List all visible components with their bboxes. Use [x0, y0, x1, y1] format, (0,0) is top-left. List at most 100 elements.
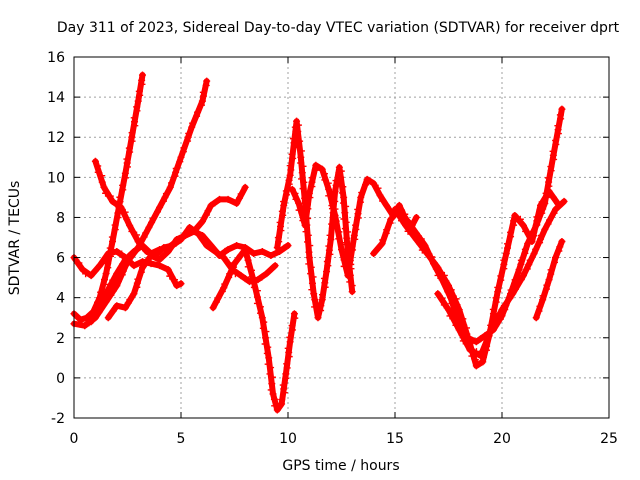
data-point [483, 336, 491, 344]
data-point [497, 272, 505, 280]
data-point [532, 314, 540, 322]
data-point [273, 406, 281, 414]
data-point [188, 123, 196, 131]
data-point [456, 312, 464, 320]
data-point [258, 314, 266, 322]
data-point [269, 390, 277, 398]
data-point [541, 225, 549, 233]
data-point [156, 248, 164, 256]
data-point [472, 362, 480, 370]
data-point [237, 190, 245, 198]
data-point [537, 231, 545, 239]
data-point [472, 338, 480, 346]
data-point [555, 247, 563, 255]
data-point [325, 185, 333, 193]
plot-frame [73, 56, 610, 419]
data-point [270, 395, 278, 403]
data-point [267, 364, 275, 372]
data-point [128, 129, 136, 137]
data-point [263, 349, 271, 357]
data-point [305, 254, 313, 262]
series-sat-l [434, 197, 568, 360]
series-sat-c [70, 248, 185, 290]
data-point [280, 244, 288, 252]
y-tick-label: 8 [56, 210, 65, 226]
data-point [335, 228, 343, 236]
data-point [156, 262, 164, 270]
data-point [142, 258, 150, 266]
data-point [97, 299, 105, 307]
data-point [343, 234, 351, 242]
data-point [510, 217, 518, 225]
data-point [478, 347, 486, 355]
data-point [133, 103, 141, 111]
data-point [526, 231, 534, 239]
data-point [288, 185, 296, 193]
data-point [293, 117, 301, 125]
data-point [352, 221, 360, 229]
data-point [111, 221, 119, 229]
data-point [340, 262, 348, 270]
data-point [310, 290, 318, 298]
data-point [290, 310, 298, 318]
data-point [544, 220, 552, 228]
data-point [117, 203, 125, 211]
data-point [517, 256, 525, 264]
data-point [477, 335, 485, 343]
data-point [113, 248, 121, 256]
data-point [383, 226, 391, 234]
data-point [185, 129, 193, 137]
data-point [291, 189, 299, 197]
data-point [125, 144, 133, 152]
data-point [523, 265, 531, 273]
data-point [482, 340, 490, 348]
data-point [285, 176, 293, 184]
data-point [296, 137, 304, 145]
data-point [121, 256, 129, 264]
data-point [436, 269, 444, 277]
data-point [166, 272, 174, 280]
data-point [121, 304, 129, 312]
data-point [307, 263, 315, 271]
data-point [455, 306, 463, 314]
data-point [423, 250, 431, 258]
data-point [545, 187, 553, 195]
data-point [202, 211, 210, 219]
data-point [113, 302, 121, 310]
data-point [166, 183, 174, 191]
data-point [314, 314, 322, 322]
data-point [308, 279, 316, 287]
data-point [94, 162, 102, 170]
data-point [412, 213, 420, 221]
data-point [350, 231, 358, 239]
data-point [338, 239, 346, 247]
data-point [87, 318, 95, 326]
data-point [379, 236, 387, 244]
data-point [308, 286, 316, 294]
data-point [549, 147, 557, 155]
data-point [519, 221, 527, 229]
data-point [278, 207, 286, 215]
data-point [209, 304, 217, 312]
data-point [137, 268, 145, 276]
data-point [458, 331, 466, 339]
data-point [306, 242, 314, 250]
data-point [335, 235, 343, 243]
data-point [109, 276, 117, 284]
data-point [250, 250, 258, 258]
data-point [507, 228, 515, 236]
data-point [289, 135, 297, 143]
data-point [430, 259, 438, 267]
data-point [75, 259, 83, 267]
data-point [395, 210, 403, 218]
data-point [225, 273, 233, 281]
series-sat-f [104, 227, 292, 322]
data-point [545, 276, 553, 284]
data-point [346, 278, 354, 286]
data-point [304, 238, 312, 246]
data-point [402, 221, 410, 229]
data-point [145, 223, 153, 231]
data-point [459, 321, 467, 329]
data-point [502, 250, 510, 258]
